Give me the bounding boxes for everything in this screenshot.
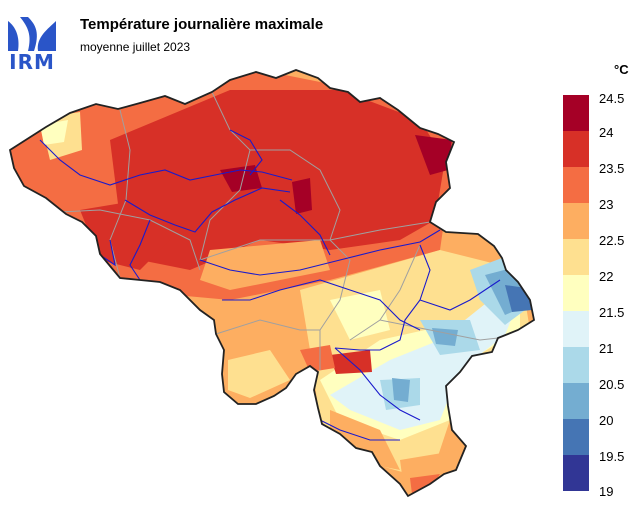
logo-text: IRM: [9, 50, 55, 74]
legend-tick: 23.5: [599, 161, 625, 176]
legend-swatch: [563, 95, 589, 131]
legend-swatch: [563, 455, 589, 491]
legend-tick: 24: [599, 125, 614, 140]
legend-tick: 21.5: [599, 305, 625, 320]
legend-swatch: [563, 131, 589, 167]
irm-logo-icon: [8, 17, 56, 51]
legend-swatch: [563, 275, 589, 311]
legend-swatch: [563, 203, 589, 239]
legend-swatch: [563, 383, 589, 419]
legend-tick: 20: [599, 413, 614, 428]
legend-swatch: [563, 347, 589, 383]
legend-swatch: [563, 239, 589, 275]
legend-swatch: [563, 419, 589, 455]
legend-tick: 21: [599, 341, 614, 356]
legend-swatch: [563, 167, 589, 203]
legend-unit: °C: [614, 62, 629, 77]
map-subtitle: moyenne juillet 2023: [80, 40, 191, 54]
legend-tick: 24.5: [599, 91, 625, 106]
color-legend: 24.5 24 23.5 23 22.5 22 21.5 21 20.5 20 …: [563, 91, 640, 499]
temperature-map: [9, 69, 535, 497]
legend-tick: 23: [599, 197, 614, 212]
legend-tick: 19.5: [599, 449, 625, 464]
legend-swatch: [563, 311, 589, 347]
map-title: Température journalière maximale: [80, 16, 324, 33]
legend-tick: 22: [599, 269, 614, 284]
legend-tick: 20.5: [599, 377, 625, 392]
legend-tick: 19: [599, 484, 614, 499]
legend-tick: 22.5: [599, 233, 625, 248]
